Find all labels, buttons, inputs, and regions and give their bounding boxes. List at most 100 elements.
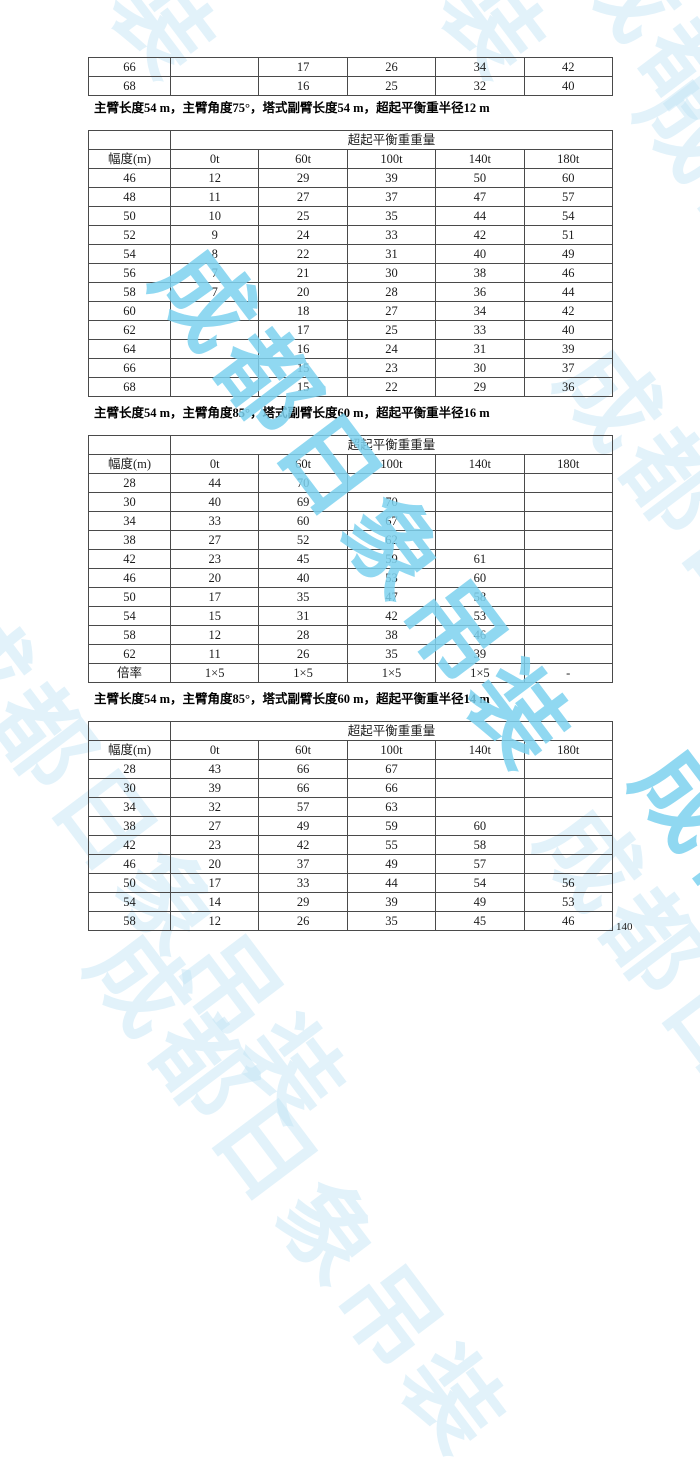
table-row: 66 15 23 30 37 [88,358,613,378]
cell: 45 [435,911,525,931]
cell: 38 [435,263,525,283]
cell: 31 [435,339,525,359]
table-row: 50 17 33 44 54 56 [88,873,613,893]
cell [523,644,613,664]
table-row: 46 20 37 49 57 [88,854,613,874]
cell: 28 [258,625,348,645]
cell: 12 [169,911,260,931]
cell [523,854,613,874]
table-row: 38 27 52 62 [88,530,613,550]
cell [523,568,613,588]
cell: 33 [258,873,348,893]
cell [346,473,437,493]
cell: 31 [346,244,437,264]
cell [523,587,613,607]
table-row: 幅度(m) 0t 60t 100t 140t 180t [88,149,613,169]
cell [523,835,613,855]
cell: 34 [435,301,525,321]
column-header: 180t [523,740,613,760]
cell: 29 [258,892,348,912]
cell: 48 [88,187,171,207]
column-header: 100t [346,149,437,169]
cell [523,492,613,512]
column-header: 0t [169,740,260,760]
cell: 46 [88,568,171,588]
column-header: 60t [258,454,348,474]
table-header-row: 超起平衡重重量 [88,435,613,455]
cell: 53 [523,892,613,912]
cell: 40 [435,244,525,264]
table-row: 52 9 24 33 42 51 [88,225,613,245]
cell [523,530,613,550]
table-row: 54 15 31 42 53 [88,606,613,626]
table-row: 60 18 27 34 42 [88,301,613,321]
cell: 35 [346,644,437,664]
cell [169,301,260,321]
cell: 70 [258,473,348,493]
cell: 47 [346,587,437,607]
table-row: 30 39 66 66 [88,778,613,798]
cell: 29 [435,377,525,397]
cell: 62 [88,644,171,664]
cell: 37 [346,187,437,207]
column-header: 140t [435,454,525,474]
cell: 50 [88,587,171,607]
cell: 66 [88,358,171,378]
cell [435,778,525,798]
cell: 43 [169,759,260,779]
table-row: 30 40 69 70 [88,492,613,512]
cell: 39 [523,339,613,359]
cell: 47 [435,187,525,207]
table-title: 主臂长度54 m，主臂角度85°，塔式副臂长度60 m，超起平衡重半径14 m [94,692,490,706]
cell: 45 [258,549,348,569]
cell: 31 [258,606,348,626]
cell: 7 [169,282,260,302]
corner-cell [88,721,171,741]
table-title: 主臂长度54 m，主臂角度75°，塔式副臂长度54 m，超起平衡重半径12 m [94,101,490,115]
cell: 27 [258,187,348,207]
cell: 26 [258,644,348,664]
cell: 68 [88,377,171,397]
cell: 12 [169,625,260,645]
cell: 15 [258,358,348,378]
table-row: 50 17 35 47 58 [88,587,613,607]
cell: 62 [88,320,171,340]
table-row: 42 23 42 55 58 [88,835,613,855]
cell: 49 [258,816,348,836]
cell: 57 [435,854,525,874]
cell: 17 [258,57,348,77]
cell: 39 [169,778,260,798]
table-row: 48 11 27 37 47 57 [88,187,613,207]
cell: 24 [346,339,437,359]
cell: 40 [169,492,260,512]
column-header: 0t [169,454,260,474]
cell: 40 [258,568,348,588]
cell: 50 [88,206,171,226]
cell: 60 [88,301,171,321]
cell: 20 [258,282,348,302]
table-row: 54 14 29 39 49 53 [88,892,613,912]
cell: 60 [435,568,525,588]
cell [523,511,613,531]
table-row: 38 27 49 59 60 [88,816,613,836]
cell [435,473,525,493]
cell: 58 [88,911,171,931]
cell: 54 [88,892,171,912]
cell: 7 [169,263,260,283]
cell: 58 [435,835,525,855]
cell: 27 [346,301,437,321]
table-row: 28 43 66 67 [88,759,613,779]
cell: 49 [435,892,525,912]
cell [169,76,260,96]
table-row: 58 7 20 28 36 44 [88,282,613,302]
cell [169,320,260,340]
cell: 17 [258,320,348,340]
cell: 54 [523,206,613,226]
table-row: 34 32 57 63 [88,797,613,817]
cell: 28 [88,473,171,493]
cell: 20 [169,568,260,588]
cell: 53 [435,606,525,626]
cell [523,816,613,836]
column-header: 100t [346,740,437,760]
table-header-row: 超起平衡重重量 [88,130,613,150]
